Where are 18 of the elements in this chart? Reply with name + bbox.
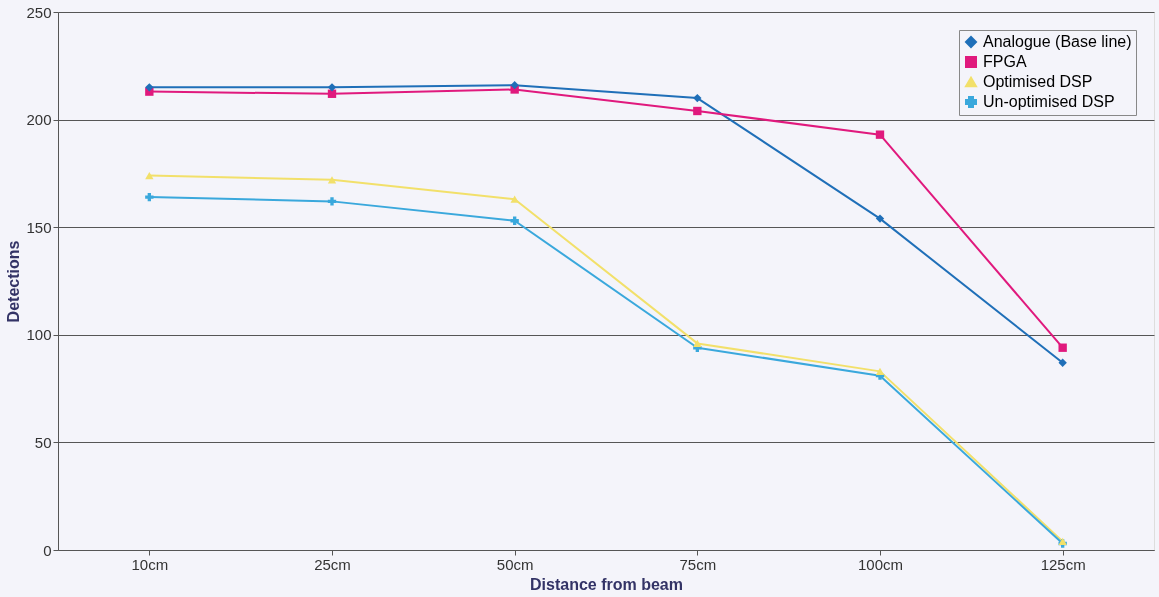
y-axis-title: Detections xyxy=(5,240,23,323)
legend-label: Optimised DSP xyxy=(983,73,1093,90)
y-tick-label: 150 xyxy=(26,218,52,236)
legend-label: Analogue (Base line) xyxy=(983,33,1132,50)
legend-label: Un-optimised DSP xyxy=(983,93,1115,110)
x-tick-label: 50cm xyxy=(496,555,534,573)
y-tick-label: 200 xyxy=(26,111,52,129)
x-axis-title: Distance from beam xyxy=(530,575,683,593)
y-tick-label: 0 xyxy=(43,541,52,559)
y-tick-label: 250 xyxy=(26,3,52,21)
x-tick-label: 125cm xyxy=(1040,555,1086,573)
y-tick-label: 100 xyxy=(26,326,52,344)
legend-label: FPGA xyxy=(983,53,1027,70)
y-tick-label: 50 xyxy=(34,433,52,451)
x-tick-label: 25cm xyxy=(314,555,351,573)
x-tick-label: 100cm xyxy=(857,555,904,573)
x-tick-label: 75cm xyxy=(679,555,717,573)
x-tick-label: 10cm xyxy=(131,555,169,573)
